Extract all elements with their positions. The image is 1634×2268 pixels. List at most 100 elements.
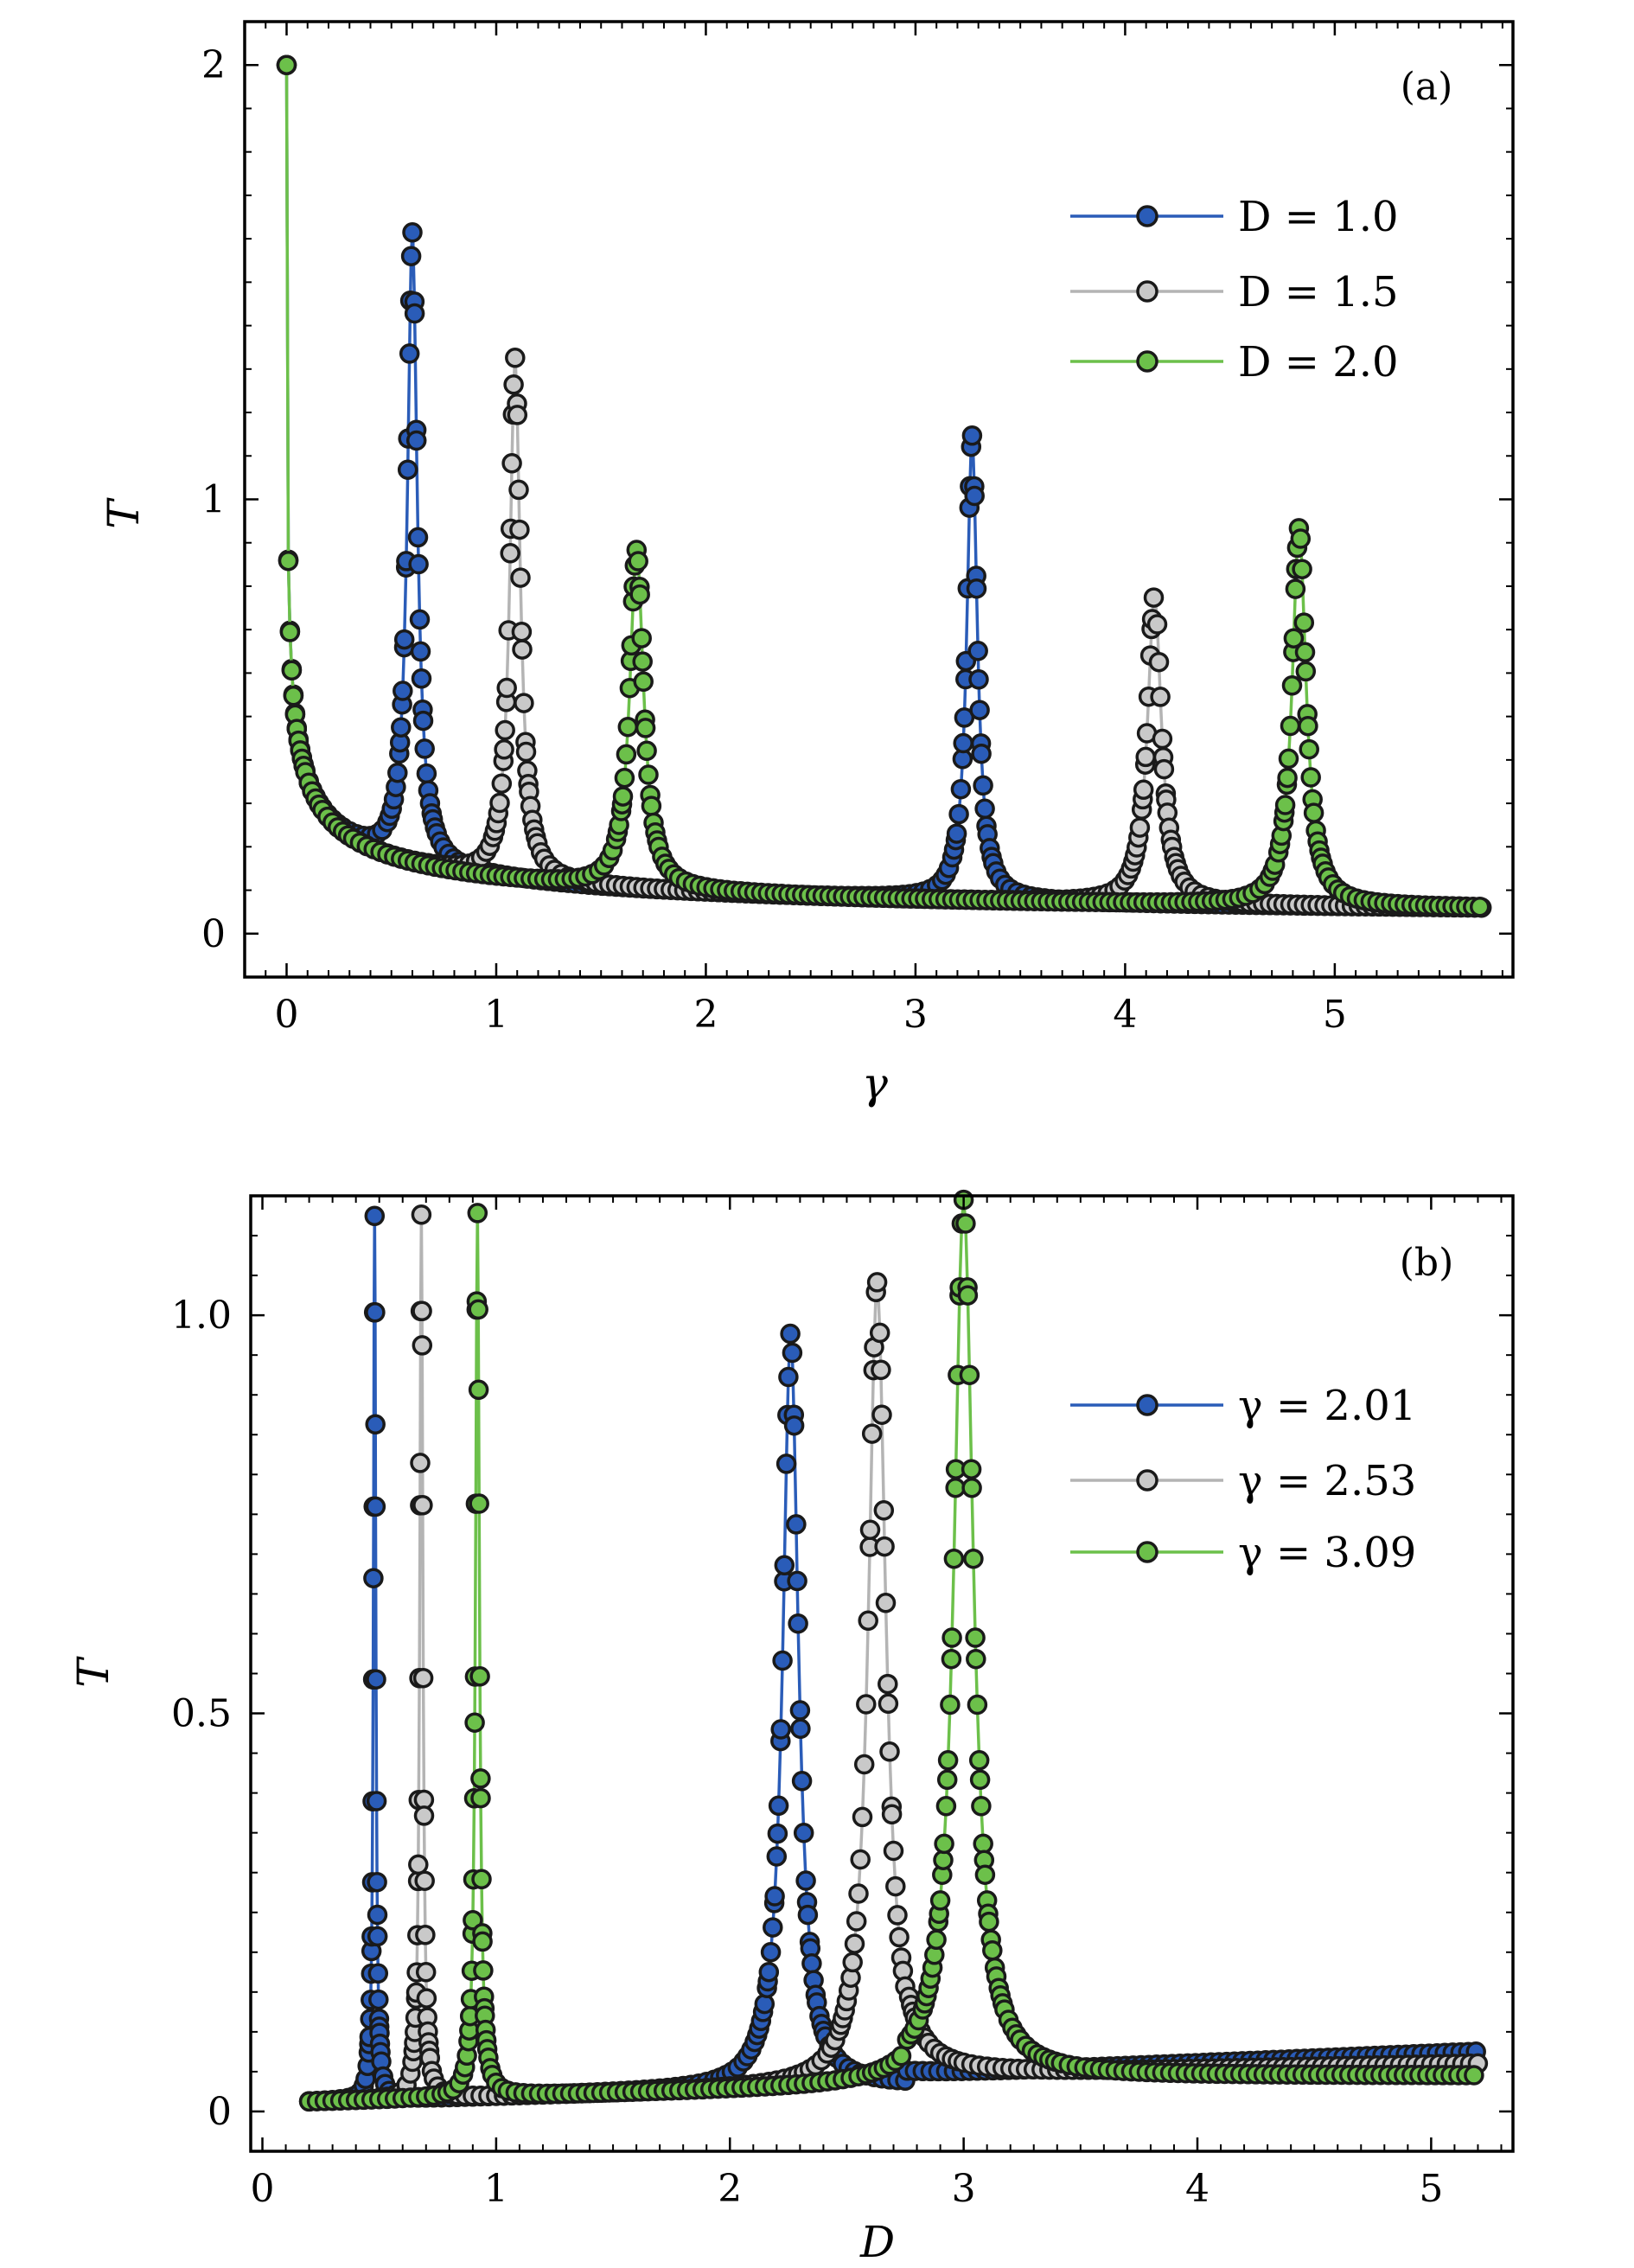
data-point: [397, 459, 418, 480]
data-point: [415, 1925, 436, 1945]
data-point: [1280, 715, 1301, 737]
data-point: [503, 374, 524, 395]
data-point: [1143, 587, 1165, 608]
data-point: [363, 1568, 384, 1588]
data-point: [514, 693, 534, 713]
data-point: [494, 739, 514, 760]
data-point: [507, 405, 528, 425]
data-point: [1464, 2065, 1484, 2086]
x-tick-label: 0: [251, 2167, 275, 2211]
data-point: [1294, 642, 1316, 663]
data-point: [968, 669, 989, 690]
series-markers-3: [276, 54, 1490, 917]
data-point: [866, 1272, 888, 1293]
data-point: [937, 1750, 959, 1771]
data-point: [974, 798, 995, 820]
data-point: [858, 1610, 878, 1632]
data-point: [638, 764, 659, 785]
series-markers-2: [298, 1204, 1489, 2112]
data-point: [612, 786, 634, 807]
panel-a-tag: (a): [1401, 65, 1453, 109]
x-tick-label: 1: [484, 993, 508, 1037]
data-point: [848, 1883, 869, 1904]
data-point: [365, 1496, 386, 1517]
data-point: [859, 1519, 881, 1541]
y-tick-label: 1: [201, 478, 226, 522]
data-point: [782, 1342, 803, 1364]
data-point: [505, 348, 526, 368]
data-point: [842, 1952, 863, 1973]
data-point: [468, 1299, 488, 1320]
data-point: [774, 1555, 795, 1576]
x-tick-label: 4: [1113, 993, 1137, 1037]
data-point: [283, 686, 304, 706]
panel-b-series-group: [298, 1189, 1489, 2112]
data-point: [758, 1961, 780, 1983]
data-point: [971, 743, 992, 764]
data-point: [410, 1453, 431, 1473]
data-point: [940, 1694, 961, 1715]
data-point: [874, 1536, 895, 1557]
x-tick-label: 5: [1323, 993, 1347, 1037]
data-point: [412, 1300, 432, 1322]
data-point: [468, 1379, 489, 1401]
data-point: [416, 1988, 437, 2009]
panel-b-legend: γ = 2.01 γ = 2.53 γ = 3.09: [1070, 1382, 1416, 1577]
data-point: [801, 1953, 822, 1974]
panel-a-legend: D = 1.0 D = 1.5 D = 2.0: [1070, 193, 1399, 387]
data-point: [787, 1570, 807, 1592]
data-point: [641, 795, 662, 816]
data-point: [416, 763, 437, 784]
data-point: [963, 1548, 984, 1569]
data-point: [391, 717, 412, 738]
data-point: [846, 1911, 867, 1932]
data-point: [1274, 795, 1296, 815]
data-point: [471, 1869, 492, 1890]
data-point: [786, 1514, 807, 1535]
data-point: [783, 1415, 805, 1436]
data-point: [510, 567, 531, 588]
data-point: [368, 1989, 389, 2010]
panel-b: 0 1 2 3 4 500.51.0 (b) D T γ = 2.01γ = 2.53γ …: [68, 1189, 1515, 2267]
data-point: [412, 1495, 433, 1516]
data-point: [971, 1796, 992, 1817]
data-point: [617, 716, 639, 738]
data-point: [402, 222, 423, 243]
data-point: [789, 1700, 811, 1721]
data-point: [889, 1926, 910, 1948]
data-point: [628, 551, 648, 572]
data-point: [871, 1359, 891, 1381]
data-point: [935, 1796, 957, 1817]
data-point: [412, 1667, 434, 1689]
data-point: [635, 718, 656, 738]
data-point: [614, 767, 635, 789]
data-point: [1285, 578, 1306, 599]
data-point: [1299, 738, 1319, 760]
data-point: [763, 1917, 783, 1938]
data-point: [966, 1648, 986, 1670]
data-point: [961, 1477, 982, 1498]
data-point: [780, 1323, 801, 1345]
data-point: [509, 519, 530, 540]
data-point: [934, 1833, 954, 1855]
panel-a-ylabel: T: [99, 497, 149, 529]
data-point: [793, 1823, 814, 1843]
data-point: [495, 719, 515, 741]
x-tick-label: 2: [718, 2167, 742, 2211]
data-point: [491, 773, 513, 794]
data-point: [853, 1754, 875, 1775]
data-point: [511, 621, 533, 642]
series-markers-1: [276, 54, 1492, 918]
panel-b-ylabel: T: [68, 1656, 118, 1688]
legend-marker: [1136, 1394, 1158, 1416]
data-point: [979, 1911, 999, 1933]
data-point: [1283, 628, 1305, 648]
data-point: [926, 1929, 947, 1951]
x-tick-label: 1: [484, 2167, 508, 2211]
y-tick-label: 2: [201, 43, 226, 87]
data-point: [936, 1769, 958, 1791]
data-point: [764, 1886, 785, 1907]
data-point: [399, 343, 420, 364]
data-point: [959, 1364, 980, 1385]
data-point: [405, 430, 427, 451]
